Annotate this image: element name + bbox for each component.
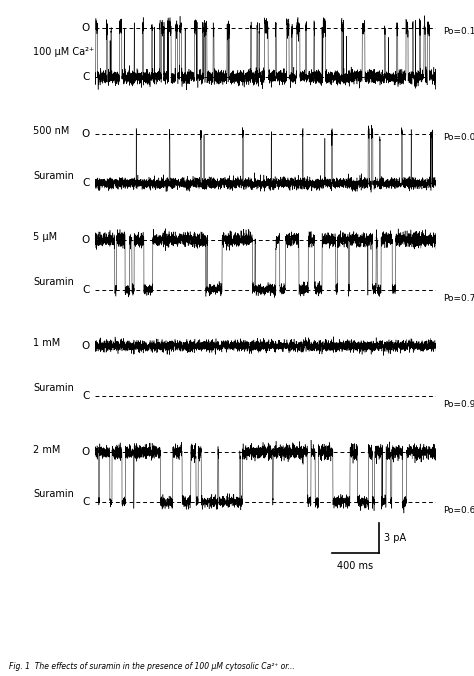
Text: 5 μM: 5 μM	[33, 233, 57, 242]
Text: Suramin: Suramin	[33, 277, 74, 287]
Text: 400 ms: 400 ms	[337, 561, 374, 571]
Text: O: O	[82, 341, 90, 351]
Text: O: O	[82, 22, 90, 32]
Text: O: O	[82, 235, 90, 245]
Text: Suramin: Suramin	[33, 171, 74, 181]
Text: Fig. 1  The effects of suramin in the presence of 100 μM cytosolic Ca²⁺ or...: Fig. 1 The effects of suramin in the pre…	[9, 662, 295, 671]
Text: Suramin: Suramin	[33, 383, 74, 393]
Text: 3 pA: 3 pA	[384, 533, 406, 543]
Text: O: O	[82, 128, 90, 139]
Text: 500 nM: 500 nM	[33, 126, 70, 136]
Text: C: C	[82, 497, 90, 507]
Text: Po=0.79: Po=0.79	[443, 294, 474, 303]
Text: Po=0.15: Po=0.15	[443, 27, 474, 36]
Text: Po=0.64: Po=0.64	[443, 506, 474, 515]
Text: Suramin: Suramin	[33, 489, 74, 500]
Text: 100 μM Ca²⁺: 100 μM Ca²⁺	[33, 47, 95, 57]
Text: Po=0.08: Po=0.08	[443, 133, 474, 142]
Text: O: O	[82, 447, 90, 457]
Text: C: C	[82, 72, 90, 82]
Text: 2 mM: 2 mM	[33, 445, 61, 454]
Text: C: C	[82, 391, 90, 401]
Text: Po=0.99: Po=0.99	[443, 400, 474, 409]
Text: C: C	[82, 285, 90, 295]
Text: 1 mM: 1 mM	[33, 339, 61, 348]
Text: C: C	[82, 178, 90, 189]
